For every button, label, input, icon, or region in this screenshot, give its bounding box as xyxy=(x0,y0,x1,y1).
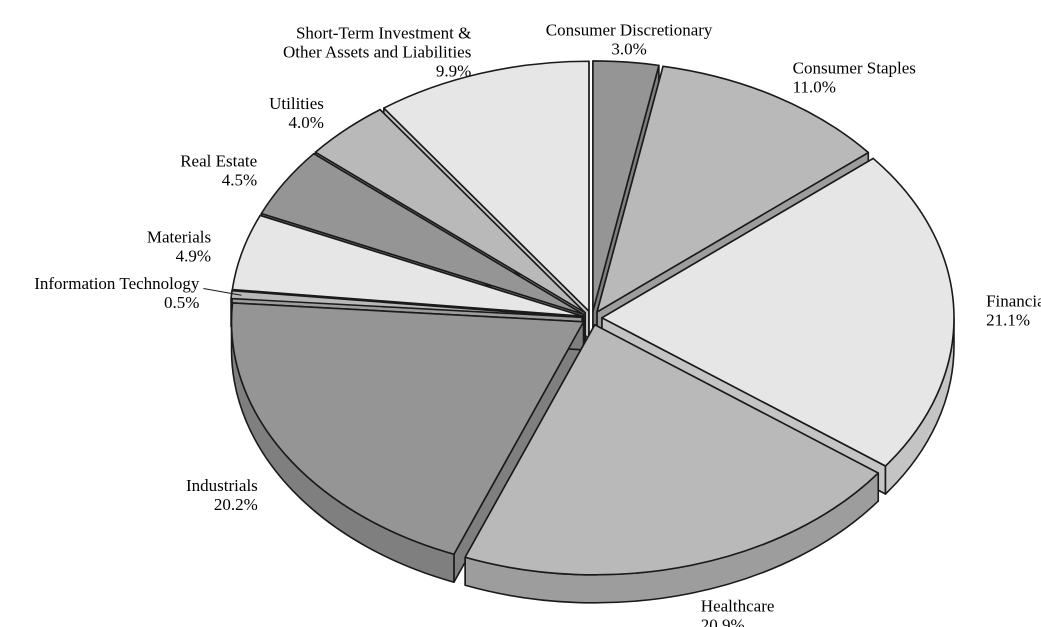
label-category: Real Estate xyxy=(180,152,257,171)
slice-top xyxy=(383,60,590,313)
label-category: Short-Term Investment & xyxy=(296,23,471,42)
slice-industrials xyxy=(230,302,585,584)
slice-healthcare xyxy=(464,324,880,604)
label-value: 0.5% xyxy=(164,293,199,312)
label-category: Financials xyxy=(986,292,1041,311)
label-value: 3.0% xyxy=(611,40,646,59)
label-materials: Materials 4.9% xyxy=(147,227,211,265)
slice-top xyxy=(601,157,955,467)
label-value: 20.9% xyxy=(701,616,745,627)
label-utilities: Utilities 4.0% xyxy=(269,94,324,132)
slice-top xyxy=(596,65,870,313)
label-category: Consumer Discretionary xyxy=(546,21,713,40)
slice-top xyxy=(231,214,584,317)
slice-top xyxy=(230,289,583,319)
label-value: 11.0% xyxy=(793,77,836,96)
label-short-term-investment-other-assets-and-liabilities: Short-Term Investment & Other Assets and … xyxy=(283,23,471,80)
label-information-technology: Information Technology 0.5% xyxy=(34,274,200,312)
label-category: Other Assets and Liabilities xyxy=(283,42,471,61)
label-category: Information Technology xyxy=(34,274,200,293)
label-value: 4.0% xyxy=(289,113,324,132)
label-real-estate: Real Estate 4.5% xyxy=(180,152,257,190)
label-industrials: Industrials 20.2% xyxy=(186,476,258,514)
label-category: Industrials xyxy=(186,476,258,495)
label-category: Consumer Staples xyxy=(793,58,916,77)
label-healthcare: Healthcare 20.9% xyxy=(701,597,775,627)
label-consumer-staples: Consumer Staples 11.0% xyxy=(793,58,916,96)
label-category: Healthcare xyxy=(701,597,775,616)
slice-top xyxy=(464,324,880,576)
label-value: 20.2% xyxy=(214,495,258,514)
slice-top xyxy=(260,152,585,316)
label-category: Utilities xyxy=(269,94,324,113)
slice-top xyxy=(230,302,585,556)
label-value: 9.9% xyxy=(436,61,471,80)
slice-top xyxy=(592,60,660,312)
leader-line xyxy=(203,288,242,296)
label-value: 21.1% xyxy=(986,311,1030,330)
label-value: 4.9% xyxy=(176,246,211,265)
label-category: Materials xyxy=(147,227,211,246)
slice-top xyxy=(314,108,586,314)
label-financials: Financials21.1% xyxy=(986,292,1041,330)
label-value: 4.5% xyxy=(222,171,257,190)
label-consumer-discretionary: Consumer Discretionary 3.0% xyxy=(546,21,713,59)
